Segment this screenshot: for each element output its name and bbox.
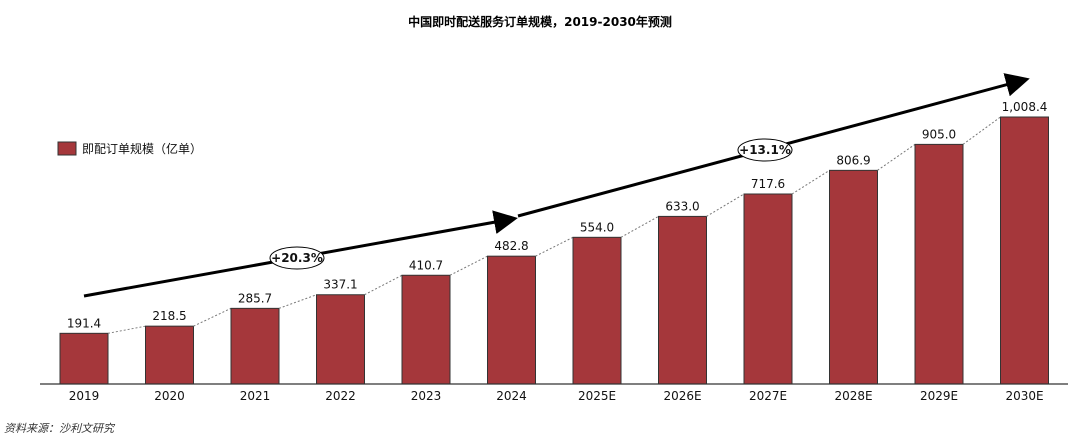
connector-line [193, 307, 232, 327]
data-label: 806.9 [836, 153, 870, 167]
connector-line [706, 193, 745, 217]
data-label: 717.6 [751, 177, 785, 191]
x-tick-label: 2026E [663, 389, 701, 403]
bar-2027E [743, 193, 793, 385]
x-tick-label: 2024 [496, 389, 527, 403]
x-tick-label: 2025E [578, 389, 616, 403]
x-tick-label: 2023 [411, 389, 442, 403]
connector-line [278, 294, 317, 309]
bar-2029E [914, 143, 964, 385]
connector-line [364, 274, 403, 296]
cagr-label-1: +20.3% [271, 251, 323, 265]
data-label: 410.7 [409, 258, 443, 272]
data-label: 633.0 [665, 199, 699, 213]
legend: 即配订单规模（亿单） [57, 141, 202, 156]
x-tick-label: 2020 [154, 389, 185, 403]
connector-line [535, 236, 574, 257]
x-tick-label: 2029E [920, 389, 958, 403]
data-label: 1,008.4 [1002, 100, 1048, 114]
connector-line [877, 143, 916, 171]
bar-2026E [658, 215, 707, 385]
data-label: 905.0 [922, 127, 956, 141]
bar-2025E [572, 236, 622, 385]
bar-2022 [316, 294, 365, 385]
bar-2021 [230, 307, 280, 385]
x-tick-label: 2028E [834, 389, 872, 403]
connector-line [962, 116, 1001, 145]
bar-2028E [829, 169, 878, 385]
legend-swatch [57, 141, 77, 156]
data-label: 337.1 [323, 278, 357, 292]
bar-2019 [59, 332, 109, 385]
bar-2030E [1000, 116, 1049, 385]
bar-2024 [487, 255, 536, 385]
data-label: 285.7 [238, 291, 272, 305]
cagr-bubble-2 [737, 138, 793, 162]
x-tick-label: 2022 [325, 389, 356, 403]
legend-label: 即配订单规模（亿单） [82, 141, 202, 156]
bar-2023 [401, 274, 451, 385]
x-tick-label: 2030E [1005, 389, 1043, 403]
connector-line [449, 255, 488, 276]
x-tick-label: 2027E [749, 389, 787, 403]
data-label: 191.4 [67, 316, 101, 330]
chart-title: 中国即时配送服务订单规模，2019-2030年预测 [408, 14, 672, 29]
connector-line [107, 325, 146, 334]
x-tick-label: 2019 [69, 389, 100, 403]
data-label: 554.0 [580, 220, 614, 234]
connector-line [791, 169, 830, 195]
x-tick-label: 2021 [240, 389, 271, 403]
bar-2020 [145, 325, 194, 385]
source-note: 资料来源：沙利文研究 [4, 422, 116, 435]
data-label: 482.8 [494, 239, 528, 253]
cagr-label-2: +13.1% [739, 143, 791, 157]
connector-line [620, 215, 659, 238]
cagr-bubble-1 [269, 246, 325, 270]
data-label: 218.5 [152, 309, 186, 323]
